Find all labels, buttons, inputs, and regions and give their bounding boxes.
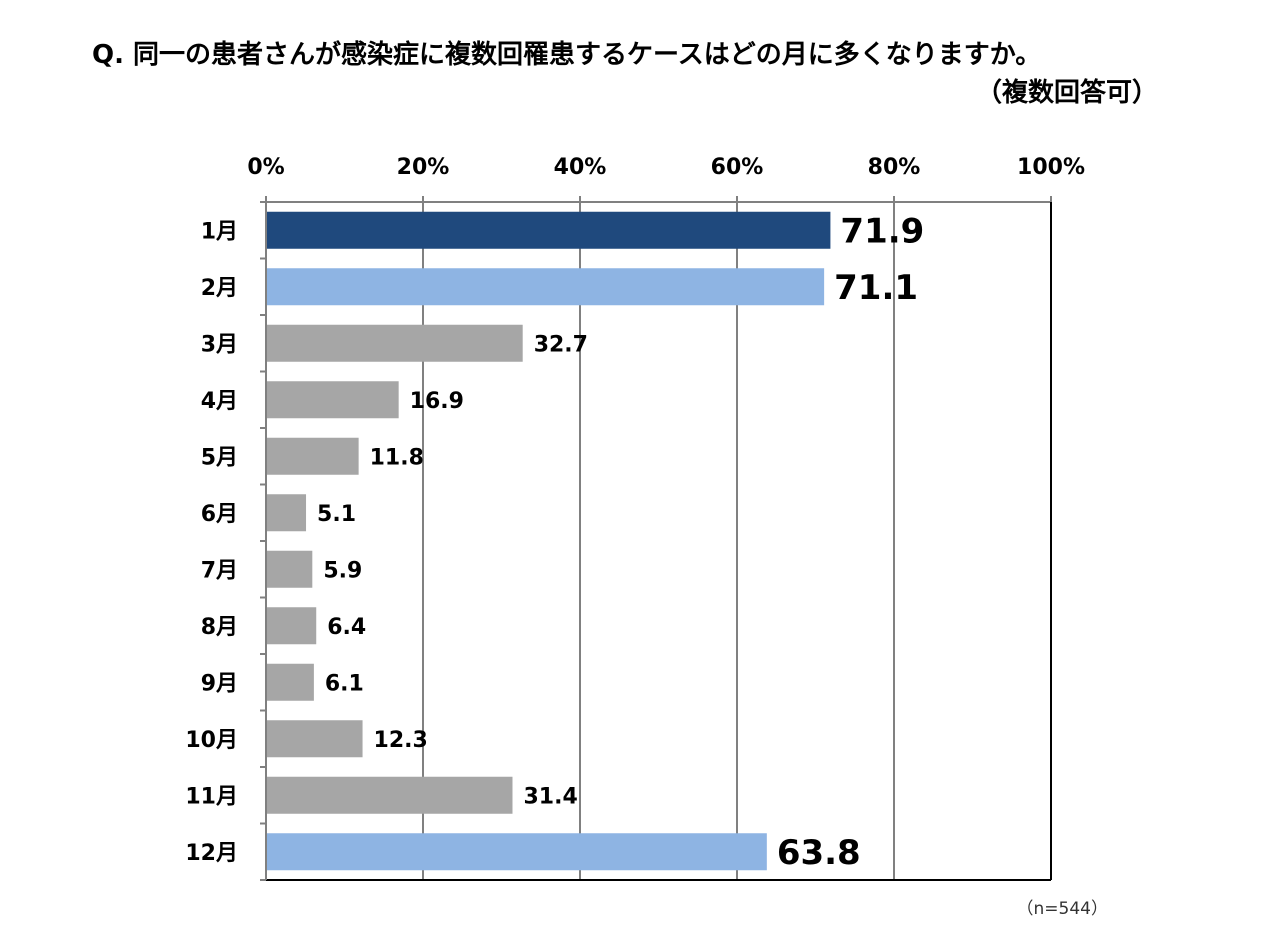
y-tick-label: 5月 — [201, 445, 238, 470]
y-tick-label: 11月 — [185, 784, 238, 809]
y-tick-label: 12月 — [185, 841, 238, 866]
data-label: 12.3 — [374, 728, 428, 753]
bar — [267, 324, 523, 362]
y-tick-label: 4月 — [201, 389, 238, 414]
data-label: 63.8 — [777, 833, 861, 873]
y-tick-label: 8月 — [201, 615, 238, 640]
chart-subtitle: （複数回答可） — [975, 78, 1158, 108]
bar — [267, 268, 825, 306]
y-tick-label: 2月 — [201, 276, 238, 301]
x-tick-label: 20% — [397, 155, 450, 180]
x-tick-label: 0% — [247, 155, 284, 180]
y-tick-label: 6月 — [201, 502, 238, 527]
data-label: 11.8 — [370, 445, 424, 470]
bar — [267, 663, 314, 701]
data-label: 5.1 — [317, 502, 356, 527]
bar — [267, 550, 313, 588]
x-tick-label: 100% — [1017, 155, 1085, 180]
data-label: 32.7 — [534, 332, 588, 357]
x-tick-label: 80% — [868, 155, 921, 180]
chart-title: Q. 同一の患者さんが感染症に複数回罹患するケースはどの月に多くなりますか。 — [92, 40, 1042, 70]
bar — [267, 607, 317, 645]
data-label: 71.1 — [834, 268, 918, 308]
data-label: 71.9 — [840, 211, 924, 251]
x-tick-label: 60% — [711, 155, 764, 180]
data-label: 6.1 — [325, 671, 364, 696]
bar — [267, 776, 513, 814]
y-tick-label: 9月 — [201, 671, 238, 696]
bar — [267, 381, 399, 419]
bar — [267, 833, 767, 871]
y-tick-label: 1月 — [201, 219, 238, 244]
data-label: 31.4 — [523, 784, 577, 809]
y-tick-label: 7月 — [201, 558, 238, 583]
data-label: 16.9 — [410, 389, 464, 414]
sample-size-note: （n=544） — [1016, 899, 1108, 919]
y-tick-label: 10月 — [185, 728, 238, 753]
bar — [267, 211, 831, 249]
y-tick-label: 3月 — [201, 332, 238, 357]
bar — [267, 720, 363, 758]
bar — [267, 437, 359, 475]
data-label: 5.9 — [323, 558, 362, 583]
data-label: 6.4 — [327, 615, 366, 640]
bar — [267, 494, 307, 532]
x-tick-label: 40% — [554, 155, 607, 180]
